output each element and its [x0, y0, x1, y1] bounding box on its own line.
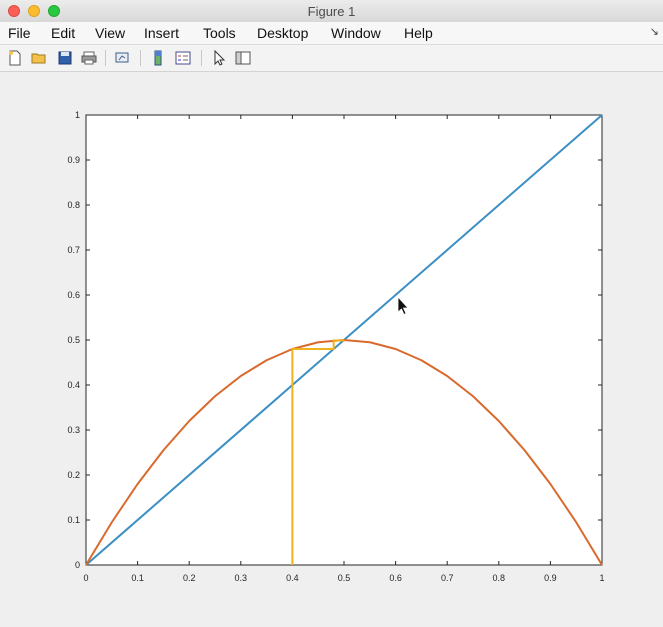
x-tick-label: 0.7	[441, 573, 454, 583]
close-window-button[interactable]	[8, 5, 20, 17]
x-tick-label: 0.4	[286, 573, 299, 583]
minimize-window-button[interactable]	[28, 5, 40, 17]
y-tick-label: 0.7	[67, 245, 80, 255]
figure-canvas: 0 0.1 0.2 0.3 0.4 0.5 0.6 0.7 0.8 0.9 1 0 0.1 0.2 0.3 0…	[0, 72, 663, 627]
x-tick-label: 0.6	[389, 573, 402, 583]
x-tick-label: 0.9	[544, 573, 557, 583]
menu-insert[interactable]: Insert	[144, 25, 180, 41]
menu-help[interactable]: Help	[404, 25, 433, 41]
y-tick-label: 0.4	[67, 380, 80, 390]
insert-colorbar-icon[interactable]	[149, 49, 167, 67]
y-tick-label: 1	[75, 110, 80, 120]
menu-window[interactable]: Window	[331, 25, 381, 41]
y-tick-label: 0.6	[67, 290, 80, 300]
x-tick-label: 0.2	[183, 573, 196, 583]
menu-edit[interactable]: Edit	[51, 25, 76, 41]
edit-plot-icon[interactable]	[210, 49, 228, 67]
x-tick-label: 0.5	[338, 573, 351, 583]
save-icon[interactable]	[56, 49, 74, 67]
window-title: Figure 1	[307, 4, 356, 19]
x-tick-label: 1	[599, 573, 604, 583]
cobweb-path[interactable]	[291, 339, 345, 565]
y-tick-label: 0.5	[67, 335, 80, 345]
menu-desktop[interactable]: Desktop	[257, 25, 309, 41]
y-tick-label: 0	[75, 560, 80, 570]
x-tick-label: 0.3	[235, 573, 248, 583]
link-plot-icon[interactable]	[114, 49, 132, 67]
menu-view[interactable]: View	[95, 25, 126, 41]
insert-legend-icon[interactable]	[174, 49, 192, 67]
y-tick-label: 0.1	[67, 515, 80, 525]
figure-toolbar	[0, 45, 663, 72]
y-tick-label: 0.2	[67, 470, 80, 480]
x-tick-label: 0.1	[131, 573, 144, 583]
x-tick-label: 0	[83, 573, 88, 583]
toolbar-separator	[201, 50, 202, 66]
toolbar-separator	[105, 50, 106, 66]
y-tick-label: 0.8	[67, 200, 80, 210]
x-tick-label: 0.8	[493, 573, 506, 583]
y-tick-label: 0.9	[67, 155, 80, 165]
print-icon[interactable]	[80, 49, 98, 67]
menu-file[interactable]: File	[8, 25, 31, 41]
title-bar: Figure 1	[0, 0, 663, 23]
mouse-cursor-icon	[397, 295, 409, 316]
maximize-window-button[interactable]	[48, 5, 60, 17]
dock-arrow-icon[interactable]: ↘	[649, 26, 659, 38]
property-editor-icon[interactable]	[234, 49, 252, 67]
y-tick-label: 0.3	[67, 425, 80, 435]
menu-tools[interactable]: Tools	[203, 25, 236, 41]
menu-bar: File Edit View Insert Tools Desktop Wind…	[0, 22, 663, 45]
plot-area[interactable]: 0 0.1 0.2 0.3 0.4 0.5 0.6 0.7 0.8 0.9 1 0 0.1 0.2 0.3 0…	[0, 72, 663, 627]
toolbar-separator	[140, 50, 141, 66]
open-file-icon[interactable]	[30, 49, 48, 67]
new-figure-icon[interactable]	[6, 49, 24, 67]
